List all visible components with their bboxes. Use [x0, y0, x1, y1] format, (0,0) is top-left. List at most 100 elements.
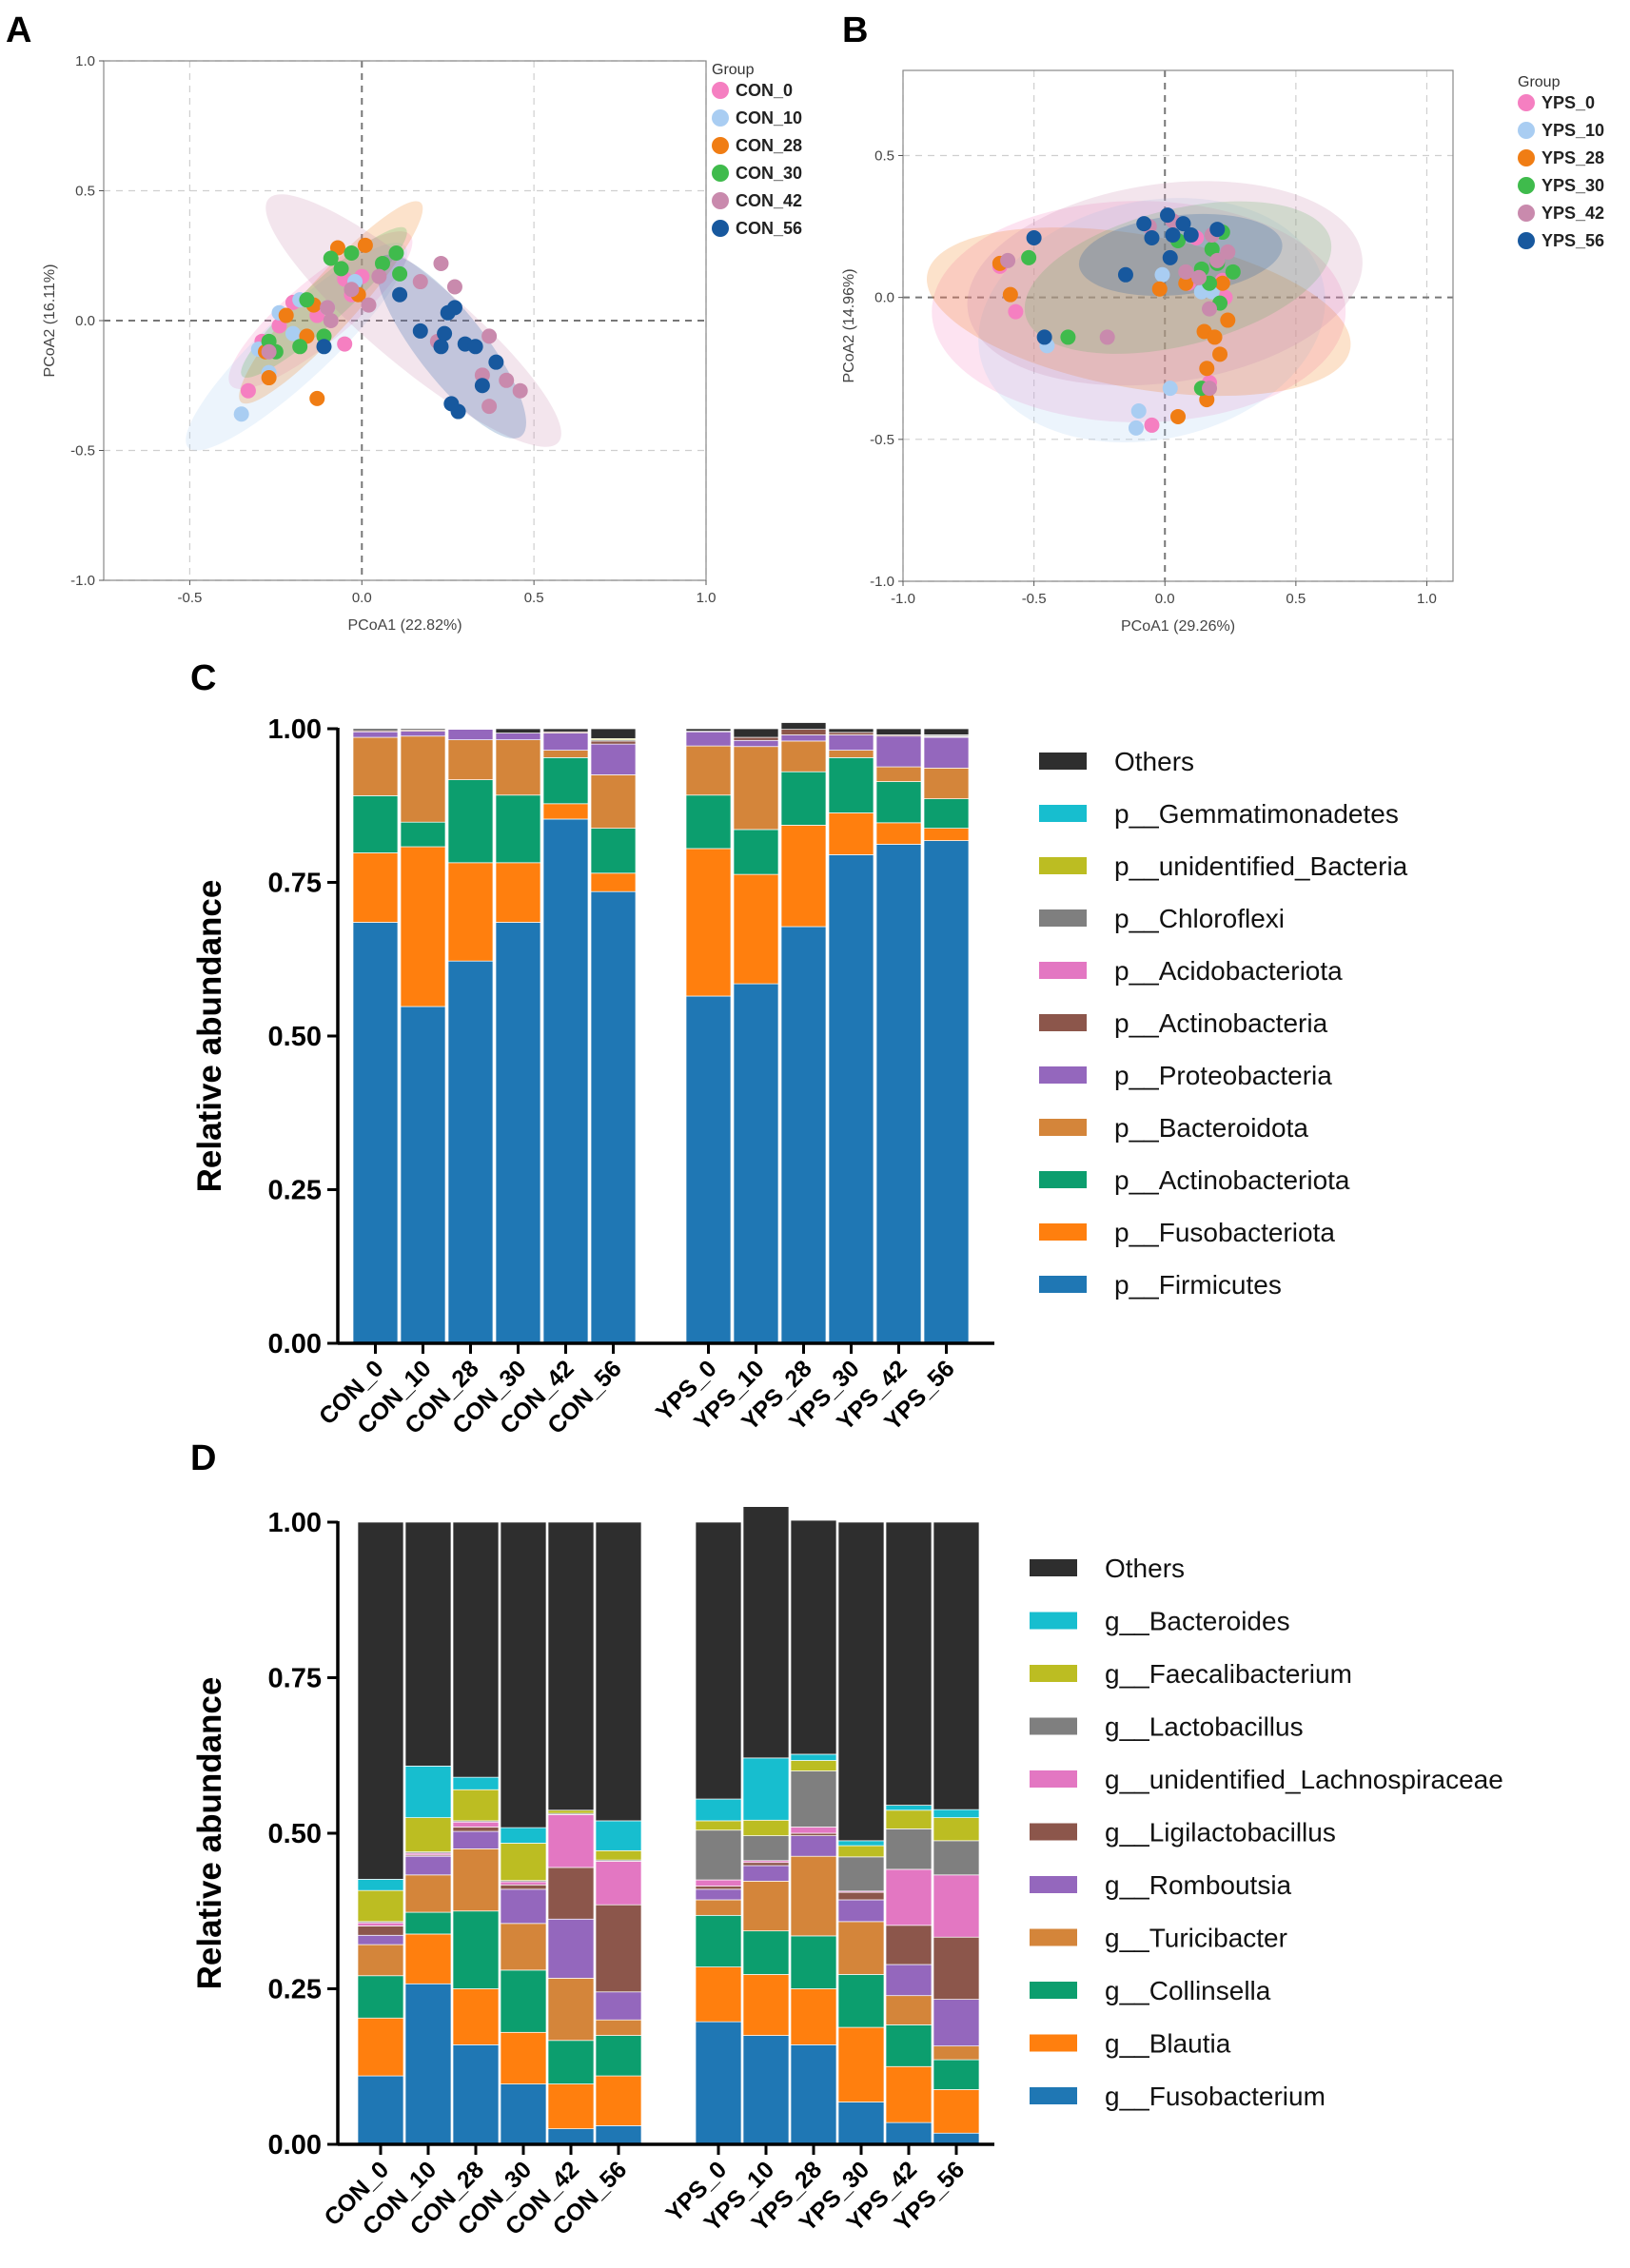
- scatter-point-yps-42: [1191, 269, 1208, 285]
- y-tick-label: 0.50: [268, 1819, 322, 1849]
- legend-swatch-g-collinsella: [1030, 1982, 1077, 1999]
- bar-segment-g-collinsella: [500, 1969, 547, 2033]
- legend-swatch-p-firmicutes: [1039, 1276, 1087, 1293]
- scatter-point-con-56: [433, 339, 449, 355]
- bar-segment-g-ligilactobacillus: [742, 1862, 790, 1867]
- legend-swatch-con-30: [712, 165, 729, 182]
- scatter-point-con-42: [481, 399, 498, 415]
- bar-segment-g-faecalibacterium: [885, 1809, 933, 1829]
- bar-segment-g-faecalibacterium: [837, 1845, 885, 1858]
- bar-segment-p-proteobacteria: [400, 731, 446, 737]
- bar-segment-p-bacteroidota: [495, 739, 541, 796]
- legend-swatch-g-fusobacterium: [1030, 2087, 1077, 2104]
- bar-segment-p-actinobacteria: [828, 732, 874, 735]
- bar-segment-p-proteobacteria: [542, 733, 589, 751]
- bar-segment-p-fusobacteriota: [923, 828, 970, 841]
- scatter-point-con-30: [333, 261, 349, 277]
- legend-label-g-romboutsia: g__Romboutsia: [1105, 1870, 1292, 1900]
- scatter-point-yps-28: [1220, 312, 1236, 328]
- bar-segment-p-proteobacteria: [828, 734, 874, 751]
- bar-segment-g-turicibacter: [500, 1923, 547, 1971]
- bar-segment-g-blautia: [452, 1988, 500, 2045]
- phylum-bar-chart: 0.000.250.500.751.00CON_0CON_10CON_28CON…: [191, 714, 1408, 1439]
- bar-segment-p-actinobacteriota: [780, 771, 827, 826]
- legend-label-g-faecalibacterium: g__Faecalibacterium: [1105, 1659, 1352, 1689]
- scatter-point-yps-28: [1178, 275, 1194, 291]
- scatter-point-con-30: [299, 292, 315, 308]
- bar-segment-g-faecalibacterium: [547, 1809, 595, 1814]
- legend-swatch-p-proteobacteria: [1039, 1066, 1087, 1084]
- scatter-point-yps-56: [1162, 249, 1178, 265]
- legend-label-g-lactobacillus: g__Lactobacillus: [1105, 1712, 1304, 1742]
- bar-segment-others: [733, 728, 779, 738]
- legend-label-p-acidobacteriota: p__Acidobacteriota: [1114, 956, 1343, 986]
- bar-segment-p-actinobacteriota: [352, 795, 399, 853]
- bar-segment-p-proteobacteria: [590, 743, 637, 775]
- bar-segment-g-turicibacter: [790, 1855, 837, 1937]
- scatter-point-con-10: [285, 325, 301, 342]
- bar-segment-g-blautia: [837, 2026, 885, 2102]
- bar-segment-g-unidentified-lachnospiraceae: [695, 1879, 742, 1887]
- legend-swatch-con-0: [712, 82, 729, 99]
- bar-segment-g-fusobacterium: [357, 2075, 404, 2145]
- bar-segment-g-collinsella: [790, 1935, 837, 1989]
- bar-segment-p-actinobacteriota: [875, 781, 922, 824]
- bar-segment-g-romboutsia: [500, 1888, 547, 1925]
- bar-segment-g-bacteroides: [500, 1827, 547, 1844]
- y-tick-label: 0.00: [268, 2130, 322, 2160]
- legend-swatch-yps-10: [1518, 122, 1535, 139]
- plot-frame: [902, 69, 1454, 582]
- x-axis-title: PCoA1 (22.82%): [347, 617, 462, 634]
- bar-segment-g-collinsella: [357, 1975, 404, 2019]
- bar-segment-p-firmicutes: [447, 960, 494, 1344]
- legend-swatch-con-56: [712, 220, 729, 237]
- scatter-point-con-0: [240, 382, 256, 399]
- bar-segment-p-fusobacteriota: [400, 846, 446, 1007]
- bar-segment-g-romboutsia: [452, 1830, 500, 1849]
- legend-swatch-p-fusobacteriota: [1039, 1223, 1087, 1241]
- legend-label-con-42: CON_42: [736, 191, 802, 210]
- legend-swatch-g-turicibacter: [1030, 1928, 1077, 1946]
- bar-segment-g-ligilactobacillus: [357, 1926, 404, 1936]
- bar-segment-g-fusobacterium: [742, 2035, 790, 2145]
- legend-label-p-bacteroidota: p__Bacteroidota: [1114, 1113, 1308, 1143]
- bar-segment-g-turicibacter: [885, 1995, 933, 2025]
- bar-segment-g-collinsella: [695, 1914, 742, 1967]
- legend-label-yps-30: YPS_30: [1542, 176, 1604, 195]
- y-tick-label: -0.5: [870, 432, 894, 448]
- legend-label-p-firmicutes: p__Firmicutes: [1114, 1270, 1282, 1300]
- bar-segment-p-firmicutes: [542, 818, 589, 1344]
- bar-segment-g-bacteroides: [837, 1840, 885, 1847]
- bar-segment-p-actinobacteriota: [400, 821, 446, 848]
- bar-segment-others: [357, 1521, 404, 1880]
- scatter-point-yps-30: [1204, 241, 1220, 257]
- bar-segment-others: [790, 1519, 837, 1755]
- bar-segment-g-collinsella: [933, 2059, 980, 2090]
- bar-segment-g-lactobacillus: [933, 1840, 980, 1876]
- x-axis-title: PCoA1 (29.26%): [1121, 618, 1235, 635]
- bar-segment-p-proteobacteria: [495, 733, 541, 740]
- scatter-point-yps-42: [1099, 329, 1115, 345]
- bar-segment-g-turicibacter: [452, 1848, 500, 1912]
- bar-segment-g-turicibacter: [933, 2045, 980, 2061]
- y-tick-label: 0.0: [874, 290, 894, 306]
- bar-segment-g-unidentified-lachnospiraceae: [933, 1874, 980, 1938]
- scatter-point-con-42: [371, 268, 387, 284]
- confidence-ellipse-yps-10: [978, 198, 1326, 442]
- bar-segment-g-blautia: [500, 2031, 547, 2084]
- bar-segment-g-unidentified-lachnospiraceae: [357, 1922, 404, 1926]
- legend-label-con-28: CON_28: [736, 136, 802, 155]
- bar-segment-g-blautia: [357, 2017, 404, 2077]
- scatter-point-con-30: [392, 265, 408, 282]
- legend-label-p-proteobacteria: p__Proteobacteria: [1114, 1061, 1332, 1090]
- scatter-point-yps-10: [1154, 266, 1170, 283]
- bar-segment-p-fusobacteriota: [875, 822, 922, 845]
- panel-label-c: C: [190, 658, 216, 698]
- scatter-point-yps-56: [1183, 227, 1199, 244]
- bar-segment-g-bacteroides: [742, 1757, 790, 1821]
- bar-segment-g-faecalibacterium: [357, 1889, 404, 1923]
- bar-segment-p-bacteroidota: [733, 746, 779, 831]
- scatter-point-yps-28: [1170, 408, 1186, 424]
- legend-swatch-p-actinobacteriota: [1039, 1171, 1087, 1188]
- bar-segment-g-unidentified-lachnospiraceae: [885, 1868, 933, 1926]
